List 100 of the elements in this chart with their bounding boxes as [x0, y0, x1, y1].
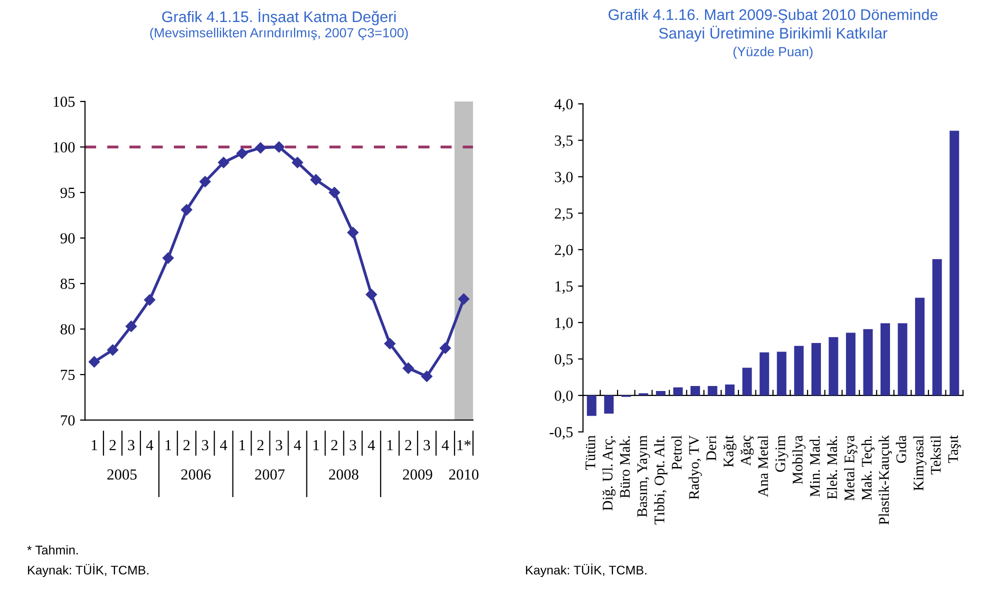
y-tick-label: 0,0 [554, 390, 573, 404]
y-tick-label: 85 [60, 278, 75, 289]
x-tick-label: 1 [387, 440, 393, 450]
text: 2009 [402, 469, 432, 480]
text: 2006 [181, 469, 211, 480]
text: 2010 [449, 469, 478, 480]
bar [846, 332, 856, 396]
x-tick-label: 2 [331, 440, 338, 450]
x-tick-label: Metal Eşya [844, 435, 858, 501]
point [292, 156, 304, 168]
chart-subtitle: (Mevsimsellikten Arındırılmış, 2007 Ç3=100) [150, 28, 408, 40]
x-tick-label: Diğ. Ul. Arç. [602, 436, 616, 510]
point [236, 148, 248, 159]
x-tick-label: 4 [368, 440, 375, 450]
point [181, 204, 192, 216]
bar [673, 387, 683, 396]
x-tick-label: Plastik-Kauçuk [878, 435, 892, 525]
x-tick-label: 1 [92, 440, 98, 450]
text: 2008 [329, 469, 358, 480]
bar [742, 368, 752, 396]
x-tick-label: Petrol [671, 435, 682, 470]
bar [690, 386, 700, 396]
x-tick-label: 2 [257, 440, 264, 450]
x-tick-label: 4 [146, 440, 154, 450]
x-tick-label: 1 [313, 440, 319, 450]
y-tick-label: 90 [60, 233, 75, 244]
point [440, 342, 451, 354]
point [458, 293, 470, 305]
y-tick-label: 2,5 [554, 208, 573, 221]
x-tick-label: 1 [166, 440, 172, 450]
x-tick-label: Basım, Yayım [637, 435, 650, 517]
x-tick-label: 2 [405, 440, 412, 450]
bar [863, 329, 873, 396]
y-tick-label: 95 [60, 188, 75, 198]
y-tick-label: -0,5 [550, 427, 573, 440]
bar [760, 352, 770, 396]
x-tick-label: Radyo, TV [688, 435, 702, 500]
bar [776, 352, 786, 396]
bar [828, 337, 838, 396]
bar [794, 346, 804, 396]
bar [708, 386, 718, 396]
y-tick-label: 75 [61, 370, 75, 380]
x-tick-label: 3 [202, 440, 208, 450]
bar [725, 384, 735, 396]
x-tick-label: Ana Metal [758, 435, 768, 497]
chart-title: Grafik 4.1.16. Mart 2009-Şubat 2010 Döneminde Sanayi Üretimine Birikimli Katkılar [608, 8, 938, 42]
point [328, 186, 340, 198]
y-tick-label: 3,0 [554, 172, 573, 184]
chart-subtitle: (Yüzde Puan) [733, 46, 813, 59]
y-tick-label: 80 [60, 324, 75, 335]
x-tick-label: 1 [240, 440, 245, 450]
text: * Tahmin. [27, 545, 78, 554]
x-tick-label: Giyim [775, 435, 788, 472]
text: 2007 [255, 469, 285, 480]
y-tick-label: 100 [54, 142, 75, 152]
point [107, 344, 118, 356]
x-tick-label: Deri [706, 435, 716, 461]
point [366, 288, 377, 300]
point [199, 176, 211, 188]
chart-title: Grafik 4.1.15. İnşaat Katma Değeri [162, 8, 396, 26]
point [402, 362, 414, 374]
x-tick-label: 4 [220, 440, 228, 450]
bar [915, 298, 925, 396]
bar [604, 395, 614, 414]
x-tick-label: Ağaç [740, 436, 754, 466]
x-tick-label: 2 [110, 440, 116, 450]
point [347, 226, 359, 238]
point [162, 252, 174, 264]
y-tick-label: 1,5 [556, 281, 573, 294]
x-tick-label: Tıbbi, Opt. Alt. [654, 436, 668, 524]
x-tick-label: Tütün [586, 435, 596, 470]
text: Kaynak: TÜİK, TCMB. [526, 564, 646, 578]
x-tick-label: Elek. Mak. [826, 436, 838, 500]
bar [656, 391, 666, 396]
text: Kaynak: TÜİK, TCMB. [28, 564, 148, 578]
bar [811, 342, 821, 396]
x-tick-label: Taşıt [948, 435, 961, 464]
x-tick-label: 3 [350, 440, 356, 450]
point [421, 370, 432, 382]
point [254, 142, 266, 154]
bar [880, 323, 890, 396]
point [144, 294, 156, 306]
x-tick-label: 3 [424, 440, 430, 450]
x-tick-label: Mobilya [792, 435, 806, 484]
bar [586, 395, 596, 416]
point [88, 356, 100, 368]
x-tick-label: Kağıt [723, 435, 736, 468]
x-tick-label: 3 [128, 440, 134, 450]
x-tick-label: Min. Mad. [810, 436, 820, 497]
x-tick-label: 4 [442, 440, 449, 450]
y-tick-label: 105 [54, 96, 75, 107]
point [273, 141, 285, 153]
x-tick-label: Gıda [896, 435, 906, 463]
bar [950, 130, 960, 396]
x-tick-label: Tekstil [930, 435, 941, 474]
point [310, 174, 322, 186]
x-tick-label: 1* [457, 440, 471, 450]
x-tick-label: Mak. Teçh. [861, 436, 875, 500]
y-tick-label: 0,5 [554, 354, 573, 367]
x-tick-label: Kimyasal [913, 435, 926, 491]
